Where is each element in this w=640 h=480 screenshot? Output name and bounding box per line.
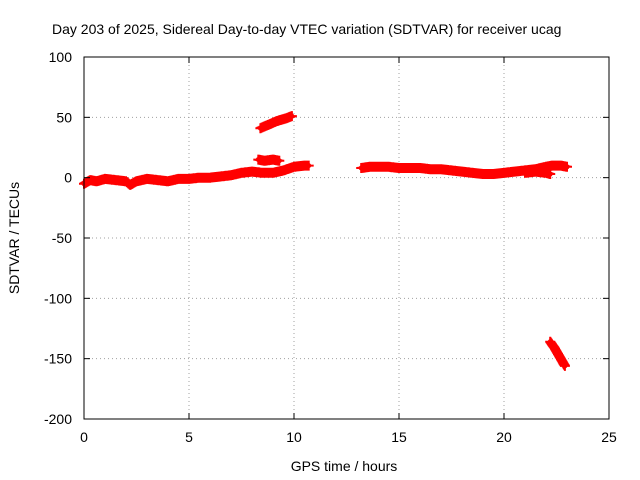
data-point (291, 164, 297, 170)
data-point (262, 158, 268, 164)
data-point (428, 166, 433, 172)
data-point (270, 170, 276, 176)
y-tick-label: -200 (44, 411, 72, 427)
data-point (547, 171, 553, 177)
y-tick-label: -150 (44, 351, 72, 367)
x-tick-label: 15 (391, 429, 407, 445)
data-point (165, 178, 171, 184)
data-point (218, 173, 223, 179)
data-point (257, 125, 263, 131)
data-point (558, 163, 564, 169)
data-point (306, 163, 312, 169)
data-point (549, 163, 555, 169)
data-point (491, 171, 496, 177)
data-point (417, 165, 423, 171)
x-tick-label: 5 (185, 429, 193, 445)
data-point (276, 158, 282, 164)
data-point (176, 176, 181, 182)
data-point (522, 170, 528, 176)
data-point (186, 176, 192, 182)
data-point (449, 167, 454, 173)
data-point (396, 165, 402, 171)
data-point (144, 176, 150, 182)
data-series-3 (255, 111, 297, 134)
data-series (79, 111, 572, 371)
data-point (281, 167, 286, 173)
data-point (197, 175, 202, 181)
data-point (87, 177, 93, 183)
data-point (556, 352, 562, 358)
chart-title: Day 203 of 2025, Sidereal Day-to-day VTE… (52, 21, 561, 37)
data-point (480, 171, 486, 177)
data-point (102, 176, 108, 182)
data-point (266, 122, 272, 128)
data-point (127, 182, 133, 188)
data-point (551, 345, 557, 351)
data-series-2 (253, 154, 285, 166)
y-tick-label: -100 (44, 290, 72, 306)
data-point (123, 178, 129, 184)
data-point (512, 169, 517, 175)
y-axis-label: SDTVAR / TECUs (6, 182, 22, 294)
data-point (547, 339, 553, 345)
x-tick-label: 25 (601, 429, 617, 445)
x-tick-label: 10 (286, 429, 302, 445)
data-point (134, 178, 139, 184)
x-tick-label: 20 (496, 429, 512, 445)
data-point (113, 177, 118, 183)
data-point (228, 172, 234, 178)
x-axis-label: GPS time / hours (291, 458, 398, 474)
data-point (358, 165, 364, 171)
data-point (367, 164, 373, 170)
data-point (249, 169, 255, 175)
y-tick-label: 0 (64, 170, 72, 186)
data-point (207, 175, 213, 181)
axis-ticks: 0 5 10 15 20 25 -200 -150 -100 -50 0 50 100 (44, 49, 617, 445)
data-series-6 (545, 336, 570, 371)
data-point (501, 170, 507, 176)
data-point (375, 164, 381, 170)
data-point (560, 359, 566, 365)
data-point (564, 164, 570, 170)
y-tick-label: 50 (56, 109, 72, 125)
data-point (260, 170, 265, 176)
data-point (562, 363, 568, 369)
data-point (239, 170, 244, 176)
y-tick-label: -50 (52, 230, 72, 246)
data-point (94, 178, 100, 184)
data-point (438, 166, 444, 172)
x-tick-label: 0 (80, 429, 88, 445)
plot-frame (83, 56, 610, 420)
grid-lines (84, 57, 609, 419)
y-tick-label: 100 (49, 49, 73, 65)
data-point (283, 116, 289, 122)
data-point (155, 177, 160, 183)
data-point (270, 157, 276, 163)
data-point (386, 164, 391, 170)
data-point (289, 113, 295, 119)
data-series-5 (520, 166, 556, 179)
data-point (533, 169, 538, 175)
data-point (407, 165, 412, 171)
data-point (470, 170, 475, 176)
data-series-1 (79, 160, 314, 190)
data-point (543, 170, 549, 176)
data-point (274, 118, 280, 124)
data-point (255, 157, 261, 163)
data-point (459, 169, 465, 175)
data-point (302, 163, 307, 169)
